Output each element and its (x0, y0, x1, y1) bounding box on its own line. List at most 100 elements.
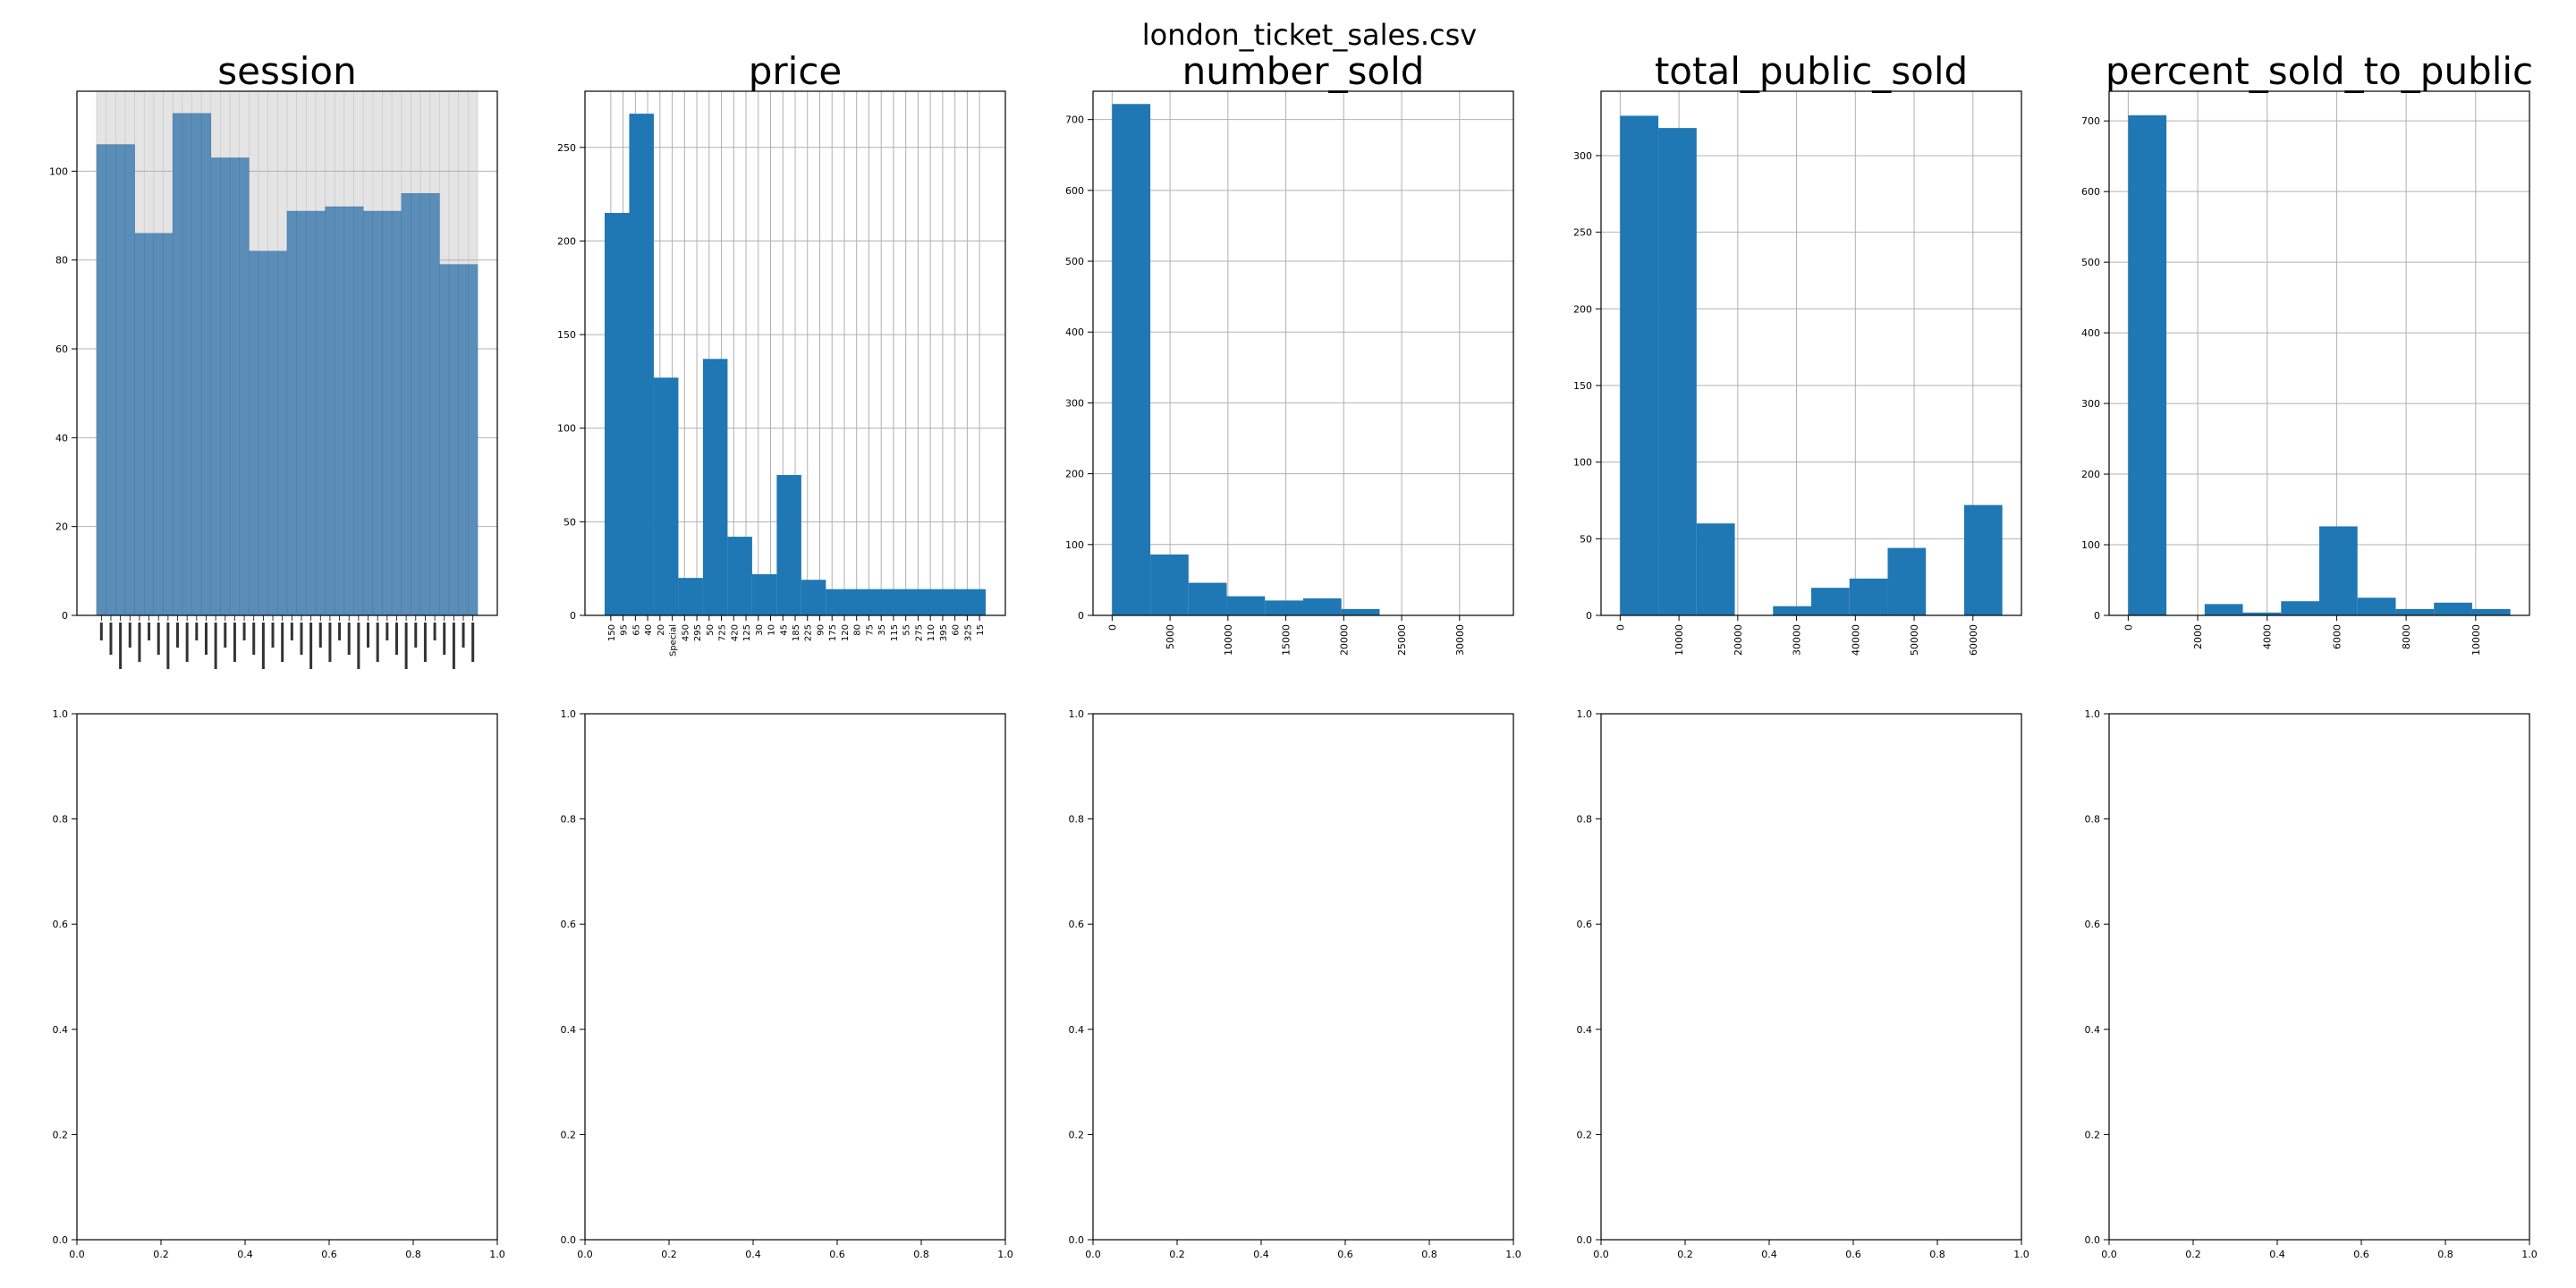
session-xtick-label-2 (119, 623, 123, 669)
session-bar-15 (239, 157, 250, 616)
price-xtick-label-24: 55 (902, 624, 912, 636)
price-xtick-label-29: 325 (963, 624, 973, 641)
number-sold-bar-0 (1112, 104, 1151, 616)
session-frame (76, 90, 498, 616)
price-xtick-label-3: 40 (644, 624, 654, 636)
session-bar-31 (391, 210, 402, 616)
session-xtick-label-39 (471, 623, 475, 662)
session-xtick-label-8 (176, 623, 180, 648)
empty-axes-5-ytick-label-1: 0.2 (2085, 1129, 2101, 1140)
session-xtick-label-27 (357, 623, 360, 669)
session-xtick-label-26 (347, 623, 351, 655)
total-public-sold-title: total_public_sold (1655, 49, 1968, 93)
total-public-sold-bar-5 (1811, 588, 1850, 615)
session-bar-7 (163, 233, 174, 616)
session-bar-39 (468, 264, 479, 616)
percent-sold-to-public-ytick-label-1: 100 (2081, 539, 2100, 551)
percent-sold-to-public-bar-7 (2395, 608, 2435, 615)
price-xtick-label-20: 80 (853, 624, 863, 636)
empty-axes-5-xtick-label-0: 0.0 (2101, 1249, 2117, 1260)
session-bar-12 (210, 157, 221, 616)
empty-axes-5-ytick-label-5: 1.0 (2085, 708, 2101, 720)
total-public-sold-bar-2 (1696, 523, 1735, 615)
number-sold-ytick-label-5: 500 (1065, 256, 1084, 267)
session-xtick-label-20 (290, 623, 293, 640)
number-sold-bar-1 (1150, 554, 1189, 615)
percent-sold-to-public-bar-3 (2242, 612, 2282, 615)
session-bar-2 (115, 144, 126, 616)
price-bar-6 (751, 573, 777, 615)
empty-axes-2-xtick-label-2: 0.4 (745, 1249, 761, 1260)
session-bar-13 (220, 157, 231, 616)
session-xtick-label-17 (261, 623, 265, 669)
price-bar-9 (826, 589, 986, 615)
empty-axes-3-frame (1092, 713, 1514, 1241)
number-sold-ytick-label-4: 400 (1065, 326, 1084, 338)
percent-sold-to-public-xtick-label-4: 8000 (2401, 624, 2412, 649)
total-public-sold-xtick-label-5: 50000 (1909, 624, 1920, 656)
empty-axes-4-ytick-label-4: 0.8 (1577, 814, 1593, 826)
session-bar-3 (124, 144, 135, 616)
session-xtick-label-21 (300, 623, 303, 655)
session-bar-11 (200, 113, 212, 616)
price-bar-0 (605, 213, 630, 616)
total-public-sold-bar-6 (1849, 578, 1888, 615)
price-ytick-label-5: 250 (557, 142, 576, 154)
session-bar-25 (335, 206, 345, 616)
session-ytick-label-4: 80 (55, 255, 68, 267)
percent-sold-to-public-ytick-label-5: 500 (2081, 257, 2100, 268)
percent-sold-to-public-xtick-label-1: 2000 (2192, 624, 2204, 649)
session-xtick-label-14 (233, 623, 236, 662)
empty-axes-1-xtick-label-4: 0.8 (405, 1249, 421, 1260)
price-xtick-label-30: 15 (976, 624, 986, 636)
percent-sold-to-public-ytick-label-3: 300 (2081, 398, 2100, 410)
price-xtick-label-14: 45 (779, 624, 789, 636)
session-bar-28 (362, 210, 374, 616)
empty-axes-4-xtick-label-4: 0.8 (1929, 1249, 1945, 1260)
price-bar-2 (653, 377, 679, 615)
session-bar-14 (229, 157, 241, 616)
empty-axes-1-xtick-label-1: 0.2 (153, 1249, 169, 1260)
session-ytick-label-3: 60 (55, 343, 68, 355)
session-xtick-label-38 (462, 623, 465, 648)
percent-sold-to-public-bar-5 (2319, 526, 2358, 615)
session-bar-10 (191, 113, 202, 616)
session-xtick-label-15 (242, 623, 246, 640)
empty-axes-3-ytick-label-2: 0.4 (1069, 1024, 1085, 1036)
number-sold-ytick-label-0: 0 (1078, 610, 1084, 622)
session-xtick-label-6 (157, 623, 160, 655)
percent-sold-to-public-xtick-label-0: 0 (2123, 624, 2134, 631)
price-xtick-label-27: 395 (939, 624, 949, 641)
session-xtick-label-36 (443, 623, 446, 655)
empty-axes-2-xtick-label-1: 0.2 (661, 1249, 677, 1260)
session-xtick-label-3 (128, 623, 131, 648)
session-bar-30 (382, 210, 393, 616)
price-xtick-label-16: 225 (804, 624, 814, 641)
session-xtick-label-1 (109, 623, 113, 655)
empty-axes-3-xtick-label-4: 0.8 (1421, 1249, 1437, 1260)
price-xtick-label-6: 450 (681, 624, 691, 641)
session-xtick-label-5 (148, 623, 151, 640)
empty-axes-2-xtick-label-3: 0.6 (829, 1249, 845, 1260)
number-sold-xtick-label-4: 20000 (1338, 624, 1350, 656)
session-bar-38 (458, 264, 469, 616)
empty-axes-1-ytick-label-1: 0.2 (53, 1129, 69, 1140)
empty-axes-2-ytick-label-3: 0.6 (561, 919, 577, 930)
total-public-sold-xtick-label-0: 0 (1614, 624, 1626, 631)
empty-axes-1-ytick-label-2: 0.4 (53, 1024, 69, 1036)
empty-axes-3-xtick-label-0: 0.0 (1085, 1249, 1101, 1260)
session-bar-24 (325, 206, 335, 616)
empty-axes-1-xtick-label-3: 0.6 (321, 1249, 337, 1260)
empty-axes-1-frame (76, 713, 498, 1241)
price-bar-5 (727, 537, 752, 615)
session-xtick-label-25 (338, 623, 342, 640)
price-xtick-label-26: 110 (927, 624, 936, 641)
session-bar-33 (411, 192, 421, 616)
total-public-sold-xtick-label-2: 20000 (1733, 624, 1744, 656)
empty-axes-1-xtick-label-0: 0.0 (69, 1249, 85, 1260)
empty-axes-4-xtick-label-1: 0.2 (1677, 1249, 1693, 1260)
number-sold-xtick-label-1: 5000 (1165, 624, 1176, 649)
session-bar-6 (153, 233, 164, 616)
number-sold-xtick-label-2: 10000 (1223, 624, 1234, 656)
total-public-sold-bar-7 (1887, 547, 1927, 615)
